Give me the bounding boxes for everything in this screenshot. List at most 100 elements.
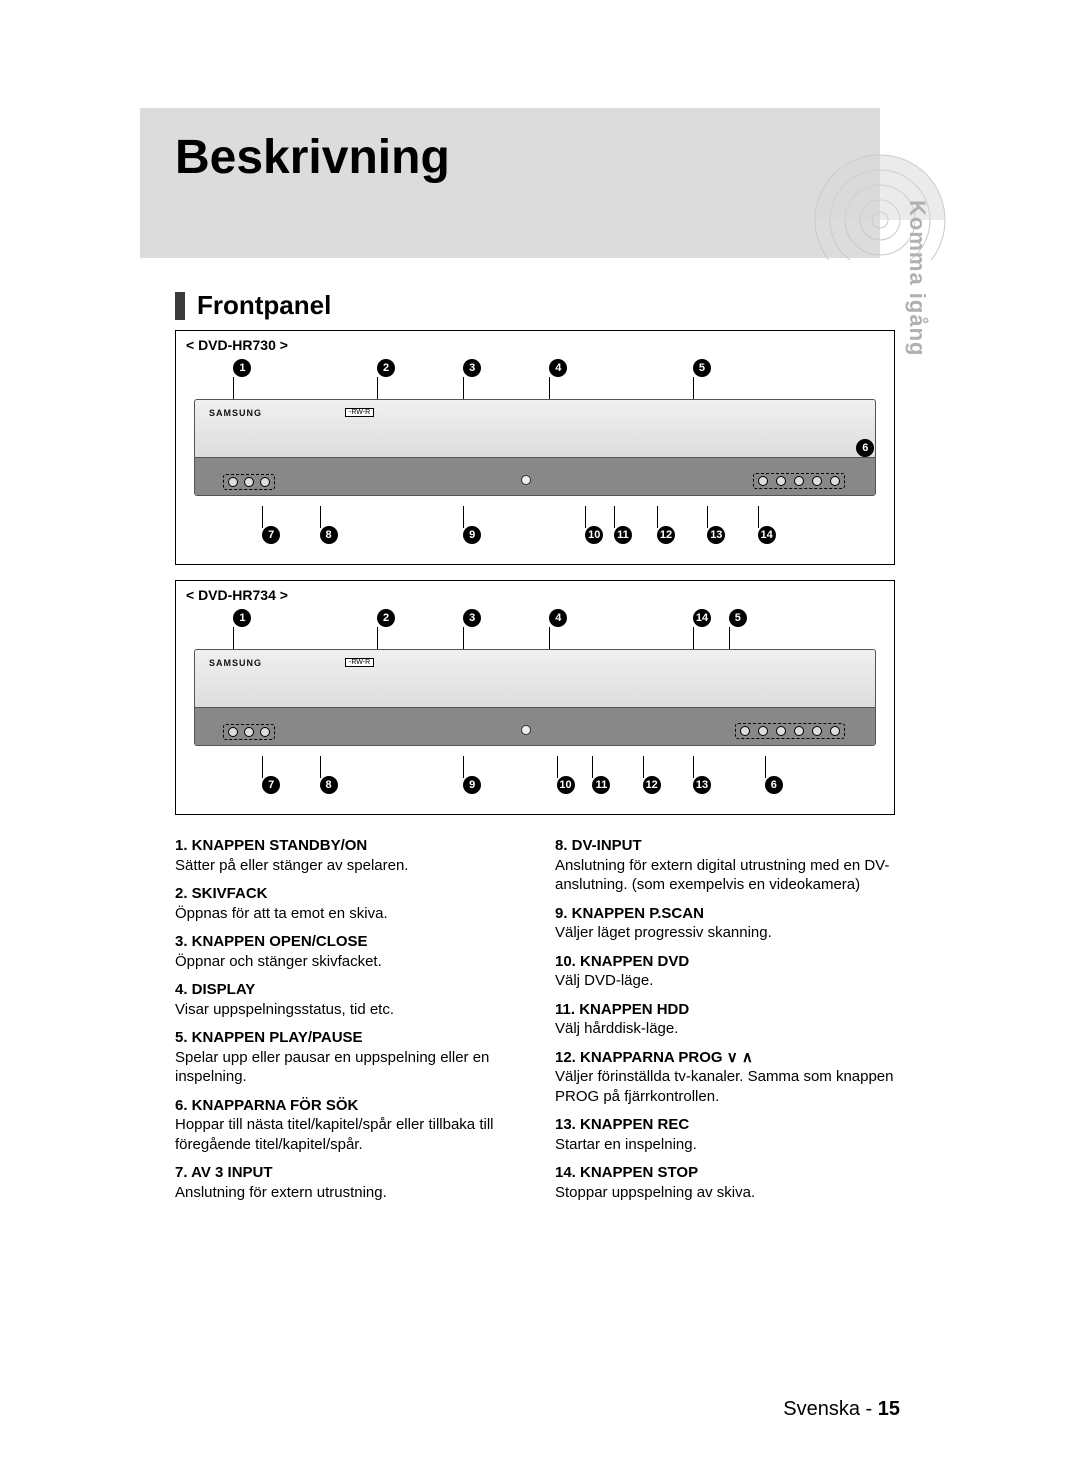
callout-number: 4 (549, 609, 567, 627)
port-icon (244, 727, 254, 737)
model-label: < DVD-HR734 > (186, 587, 288, 603)
callout-number: 3 (463, 359, 481, 377)
av-ports-group (223, 474, 275, 490)
desc-body: Välj hårddisk-läge. (555, 1019, 895, 1039)
desc-item: 3. KNAPPEN OPEN/CLOSE Öppnar och stänger … (175, 932, 515, 971)
desc-body: Öppnas för att ta emot en skiva. (175, 904, 515, 924)
desc-title: 9. KNAPPEN P.SCAN (555, 905, 704, 922)
button-icon (521, 475, 531, 485)
leader-line (262, 756, 263, 778)
port-icon (228, 477, 238, 487)
desc-body: Anslutning för extern utrustning. (175, 1183, 515, 1203)
desc-body: Stoppar uppspelning av skiva. (555, 1183, 895, 1203)
leader-line (693, 756, 694, 778)
desc-title: 12. KNAPPARNA PROG ∨ ∧ (555, 1049, 753, 1066)
button-icon (776, 726, 786, 736)
port-icon (260, 727, 270, 737)
desc-title: 8. DV-INPUT (555, 837, 642, 854)
desc-body: Väljer förinställda tv-kanaler. Samma so… (555, 1067, 895, 1106)
desc-col-right: 8. DV-INPUT Anslutning för extern digital… (555, 836, 895, 1211)
callout-number: 4 (549, 359, 567, 377)
leader-line (463, 627, 464, 649)
rwr-badge: -RW-R (345, 408, 374, 417)
desc-title: 10. KNAPPEN DVD (555, 953, 689, 970)
desc-body: Visar uppspelningsstatus, tid etc. (175, 1000, 515, 1020)
model-label: < DVD-HR730 > (186, 337, 288, 353)
leader-line (585, 506, 586, 528)
leader-line (758, 506, 759, 528)
desc-title: 1. KNAPPEN STANDBY/ON (175, 837, 367, 854)
desc-item: 7. AV 3 INPUTAnslutning för extern utrus… (175, 1163, 515, 1202)
device-logo: SAMSUNG (209, 408, 262, 418)
leader-line (233, 377, 234, 399)
desc-item: 11. KNAPPEN HDDVälj hårddisk-läge. (555, 1000, 895, 1039)
desc-title: 14. KNAPPEN STOP (555, 1164, 698, 1181)
desc-body: Hoppar till nästa titel/kapitel/spår ell… (175, 1115, 515, 1154)
desc-item: 9. KNAPPEN P.SCANVäljer läget progressiv… (555, 904, 895, 943)
leader-line (320, 756, 321, 778)
footer-language: Svenska (783, 1398, 860, 1420)
device-lower-panel (195, 457, 875, 495)
desc-item: 2. SKIVFACKÖppnas för att ta emot en ski… (175, 884, 515, 923)
callout-number: 14 (693, 609, 711, 627)
callout-number: 9 (463, 526, 481, 544)
device-logo: SAMSUNG (209, 658, 262, 668)
callout-row-top: 1234145 (176, 609, 894, 629)
callout-number: 5 (729, 609, 747, 627)
port-icon (260, 477, 270, 487)
callout-number: 9 (463, 776, 481, 794)
desc-col-left: 1. KNAPPEN STANDBY/ONSätter på eller stä… (175, 836, 515, 1211)
desc-body: Anslutning för extern digital utrustning… (555, 856, 895, 895)
diagram-hr730: < DVD-HR730 > 12345 SAMSUNG -RW-R 789101… (175, 330, 895, 565)
desc-item: 13. KNAPPEN RECStartar en inspelning. (555, 1115, 895, 1154)
desc-title: 11. KNAPPEN HDD (555, 1001, 689, 1018)
callout-row-top: 12345 (176, 359, 894, 379)
button-icon (794, 726, 804, 736)
callout-number: 2 (377, 359, 395, 377)
page-footer: Svenska - 15 (783, 1398, 900, 1421)
leader-line (233, 627, 234, 649)
device-body: SAMSUNG -RW-R (194, 649, 876, 746)
desc-body: Öppnar och stänger skivfacket. (175, 952, 515, 972)
desc-body: Väljer läget progressiv skanning. (555, 923, 895, 943)
desc-title: 3. KNAPPEN OPEN/CLOSE (175, 933, 368, 950)
desc-body: Välj DVD-läge. (555, 971, 895, 991)
av-ports-group (223, 724, 275, 740)
callout-number: 2 (377, 609, 395, 627)
callout-row-bottom: 7891011121314 (176, 526, 894, 546)
callout-number: 6 (765, 776, 783, 794)
callout-row-bottom: 789101112136 (176, 776, 894, 796)
desc-title: 13. KNAPPEN REC (555, 1116, 689, 1133)
diagram-hr734: < DVD-HR734 > 1234145 SAMSUNG -RW-R 7891… (175, 580, 895, 815)
rwr-badge: -RW-R (345, 658, 374, 667)
callout-number: 7 (262, 526, 280, 544)
button-icon (758, 476, 768, 486)
leader-line (693, 627, 694, 649)
port-icon (228, 727, 238, 737)
button-icon (521, 725, 531, 735)
leader-line (643, 756, 644, 778)
button-icon (740, 726, 750, 736)
side-tab: Komma igång (904, 200, 930, 356)
button-icon (758, 726, 768, 736)
desc-item: 1. KNAPPEN STANDBY/ONSätter på eller stä… (175, 836, 515, 875)
button-icon (830, 476, 840, 486)
desc-title: 6. KNAPPARNA FÖR SÖK (175, 1097, 358, 1114)
button-icon (812, 726, 822, 736)
callout-number: 3 (463, 609, 481, 627)
desc-item: 8. DV-INPUT Anslutning för extern digital… (555, 836, 895, 895)
desc-body: Spelar upp eller pausar en uppspelning e… (175, 1048, 515, 1087)
button-icon (776, 476, 786, 486)
callout-number: 6 (856, 439, 874, 457)
desc-title: 5. KNAPPEN PLAY/PAUSE (175, 1029, 363, 1046)
leader-line (377, 377, 378, 399)
leader-line (463, 377, 464, 399)
device-lower-panel (195, 707, 875, 745)
callout-number: 7 (262, 776, 280, 794)
callout-number: 8 (320, 526, 338, 544)
desc-item: 6. KNAPPARNA FÖR SÖKHoppar till nästa ti… (175, 1096, 515, 1155)
port-icon (244, 477, 254, 487)
callout-number: 10 (585, 526, 603, 544)
leader-line (549, 377, 550, 399)
desc-title: 4. DISPLAY (175, 981, 255, 998)
